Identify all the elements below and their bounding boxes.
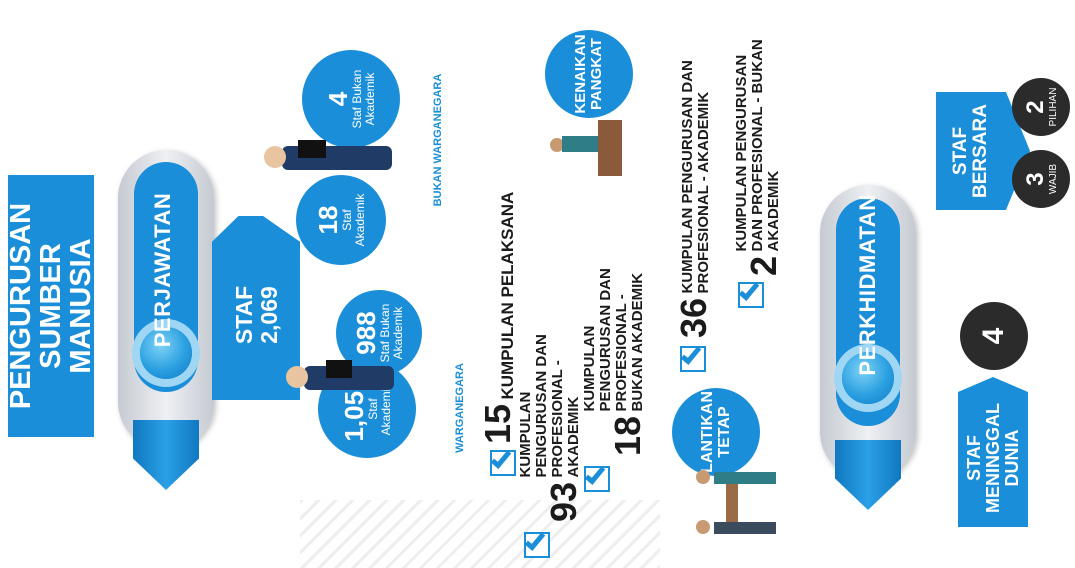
- bukan-warganegara-label: BUKAN WARGANEGARA: [432, 73, 444, 207]
- checkbox-icon: [680, 343, 706, 372]
- staf-total-value: 2,069: [256, 286, 282, 344]
- perkhidmatan-label: PERKHIDMATAN: [855, 194, 880, 376]
- kenaikan-item-2: 2 KUMPULAN PENGURUSAN DAN PROFESIONAL - …: [733, 32, 784, 276]
- meninggal-dunia-label: STAF MENINGGAL DUNIA: [963, 403, 1022, 513]
- lantikan-item-1-label: KUMPULAN PELAKSANA: [498, 191, 517, 400]
- background-stripes: [300, 500, 660, 568]
- perkhidmatan-pillar-foot: [835, 440, 901, 510]
- handshake-figure: [686, 470, 786, 550]
- perjawatan-label: PERJAWATAN: [150, 192, 175, 348]
- lantikan-tetap-label: LANTIKAN TETAP: [699, 391, 733, 473]
- kenaikan-item-1-label: KUMPULAN PENGURUSAN DAN PROFESIONAL - AK…: [679, 60, 712, 294]
- meninggal-dunia-arrow: [958, 377, 1028, 527]
- lantikan-item-3: 18 KUMPULAN PENGURUSAN DAN PROFESIONAL -…: [581, 262, 648, 456]
- bukan-nonacademic-value: 4: [323, 91, 353, 107]
- bersara-wajib-circle: [1012, 150, 1070, 208]
- bersara-pilihan-circle: [1012, 78, 1070, 136]
- warganegara-label: WARGANEGARA: [454, 363, 466, 453]
- lantikan-item-2: 93 KUMPULAN PENGURUSAN DAN PROFESIONAL -…: [517, 288, 584, 522]
- kenaikan-item-1: 36 KUMPULAN PENGURUSAN DAN PROFESIONAL -…: [673, 14, 714, 338]
- bersara-wajib-label: WAJIB: [1047, 163, 1059, 195]
- meninggal-dunia-value: 4: [977, 327, 1010, 345]
- bukan-academic-value: 18: [313, 205, 343, 235]
- bersara-banner: [936, 92, 1006, 210]
- lantikan-item-2-value: 93: [543, 481, 584, 522]
- bersara-pilihan: 2 PILIHAN: [1012, 78, 1070, 136]
- bukan-academic-circle: [296, 175, 386, 265]
- meninggal-dunia-circle: [960, 302, 1028, 370]
- bersara-wajib-value: 3: [1021, 172, 1049, 186]
- lantikan-item-1: 15 KUMPULAN PELAKSANA: [477, 191, 518, 444]
- title-banner: [8, 175, 94, 437]
- checkbox-icon: [524, 529, 550, 558]
- checkbox-icon: [584, 463, 610, 492]
- kenaikan-pangkat-circle: [545, 30, 633, 118]
- businessman-figure: [258, 140, 408, 180]
- lantikan-item-1-value: 15: [477, 403, 518, 444]
- staf-total-label: STAF: [231, 285, 257, 345]
- checkbox-icon: [490, 447, 516, 476]
- bersara-pilihan-label: PILIHAN: [1047, 87, 1059, 127]
- kenaikan-item-1-value: 36: [673, 297, 714, 338]
- bukan-nonacademic-circle: [302, 50, 400, 148]
- kenaikan-item-2-label: KUMPULAN PENGURUSAN DAN PROFESIONAL - BU…: [733, 39, 782, 252]
- checkbox-icon: [738, 279, 764, 308]
- career-stairs-figure: [540, 108, 630, 188]
- kenaikan-item-2-value: 2: [743, 255, 784, 276]
- businessman-figure: [280, 360, 410, 400]
- lantikan-item-3-value: 18: [607, 415, 648, 456]
- lantikan-item-2-label: KUMPULAN PENGURUSAN DAN PROFESIONAL - AK…: [517, 334, 582, 478]
- perjawatan-pillar-foot: [133, 420, 199, 490]
- bersara-pilihan-value: 2: [1021, 100, 1049, 114]
- kenaikan-pangkat-label: KENAIKAN PANGKAT: [572, 34, 605, 114]
- bukan-academic: 18 Staf Akademik: [299, 175, 383, 265]
- warganegara-nonacademic-value: 988: [351, 311, 381, 355]
- bukan-nonacademic-label: Staf Bukan Akademik: [350, 69, 377, 129]
- bersara-label: STAF BERSARA: [950, 104, 991, 198]
- bukan-academic-label: Staf Akademik: [340, 193, 367, 247]
- lantikan-tetap-circle: [672, 388, 760, 476]
- page-title: PENGURUSAN SUMBER MANUSIA: [5, 202, 97, 410]
- perkhidmatan-pillar-ball: [842, 352, 894, 404]
- bukan-nonacademic: 4 Staf Bukan Akademik: [308, 50, 394, 148]
- bersara-wajib: 3 WAJIB: [1012, 150, 1070, 208]
- perjawatan-pillar-ball: [140, 327, 192, 379]
- lantikan-item-3-label: KUMPULAN PENGURUSAN DAN PROFESIONAL - BU…: [581, 268, 646, 412]
- staf-total-arrow: [212, 216, 300, 400]
